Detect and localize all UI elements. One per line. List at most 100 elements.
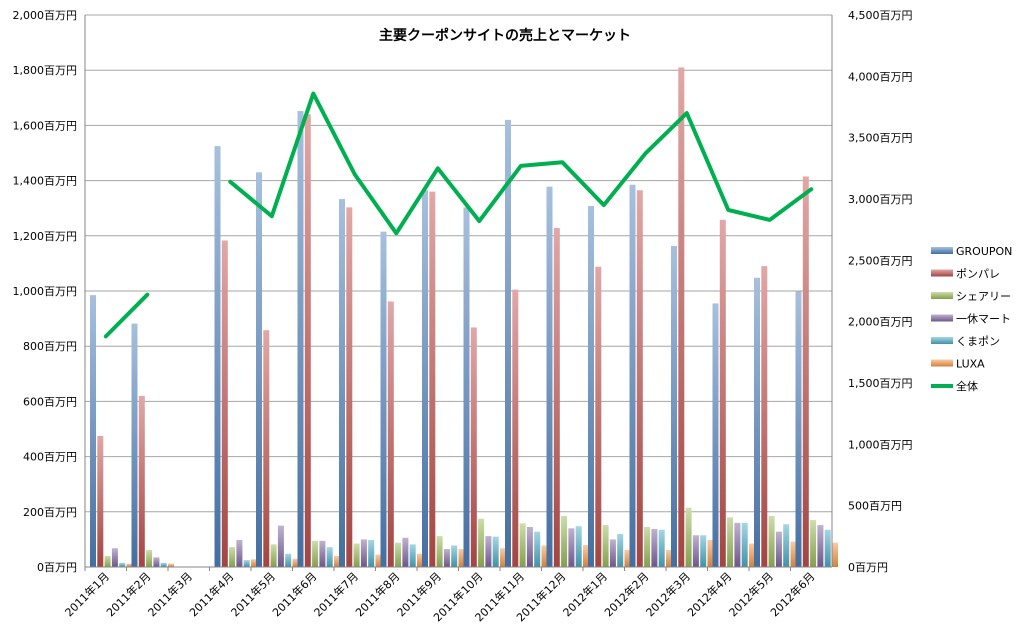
bar-3-18	[810, 520, 817, 567]
legend-label: くまポン	[956, 335, 1000, 348]
bar-4-17	[775, 531, 782, 567]
bar-5-4	[243, 560, 250, 567]
y-left-tick-label: 1,800百万円	[13, 64, 78, 77]
legend-label: GROUPON	[956, 245, 1012, 258]
y-right-tick-label: 1,000百万円	[848, 438, 913, 451]
bar-5-6	[326, 547, 333, 567]
bar-1-13	[588, 205, 594, 567]
bar-3-8	[395, 542, 402, 567]
bar-5-7	[368, 539, 375, 567]
legend-label: LUXA	[956, 358, 985, 371]
bar-5-15	[700, 535, 707, 567]
legend-swatch	[931, 359, 953, 367]
bar-6-5	[292, 558, 299, 567]
bar-2-14	[636, 190, 643, 567]
bar-5-12	[575, 526, 582, 567]
bar-6-7	[375, 554, 382, 567]
bar-2-13	[595, 266, 602, 567]
legend-label: 全体	[956, 379, 978, 393]
bar-4-1	[111, 548, 118, 567]
bar-1-12	[546, 186, 553, 567]
y-right-tick-label: 2,500百万円	[848, 254, 913, 267]
bar-6-8	[417, 553, 423, 567]
bar-2-10	[470, 327, 477, 567]
legend-label: ポンパレ	[956, 268, 1000, 281]
bar-2-12	[553, 228, 560, 567]
y-left-tick-label: 200百万円	[23, 506, 77, 519]
legend-swatch	[931, 269, 953, 277]
y-right-tick-label: 3,000百万円	[848, 193, 913, 206]
bar-5-17	[783, 524, 790, 567]
bar-3-4	[229, 547, 236, 567]
bar-1-7	[339, 199, 345, 568]
y-left-tick-label: 1,400百万円	[13, 175, 78, 188]
bar-2-4	[221, 240, 228, 567]
bar-1-1	[90, 295, 96, 567]
bar-3-16	[727, 517, 734, 567]
bar-3-5	[270, 544, 277, 567]
bar-3-9	[436, 536, 443, 567]
line-series-1	[228, 91, 814, 236]
y-right-tick-label: 3,500百万円	[848, 132, 913, 145]
y-right-tick-label: 4,000百万円	[848, 70, 913, 83]
y-right-tick-label: 0百万円	[848, 561, 888, 574]
bar-6-14	[666, 549, 672, 567]
bar-1-18	[795, 291, 802, 567]
legend-swatch	[931, 292, 953, 299]
bar-1-15	[671, 246, 677, 567]
bar-3-17	[768, 515, 775, 567]
y-left-tick-label: 1,000百万円	[13, 285, 78, 298]
y-left-tick-label: 800百万円	[23, 340, 77, 353]
bar-3-2	[146, 549, 153, 567]
bar-4-10	[485, 536, 492, 567]
bar-6-4	[251, 559, 257, 567]
bar-1-9	[422, 190, 428, 567]
bar-4-2	[153, 557, 160, 567]
bar-4-7	[360, 539, 367, 567]
bar-5-2	[160, 562, 167, 567]
bar-6-9	[458, 549, 465, 567]
bar-4-16	[734, 522, 741, 567]
bar-4-6	[319, 540, 326, 567]
bar-4-9	[443, 549, 450, 567]
bar-6-13	[624, 549, 631, 567]
bar-1-8	[380, 231, 387, 567]
bar-4-8	[402, 537, 409, 567]
bar-4-18	[817, 525, 824, 567]
bar-1-5	[256, 172, 262, 567]
bar-5-9	[451, 545, 458, 567]
bar-6-17	[790, 541, 797, 567]
bar-2-16	[719, 219, 726, 568]
bar-3-11	[519, 523, 526, 567]
bar-2-5	[263, 330, 270, 567]
y-right-tick-label: 1,500百万円	[848, 377, 913, 390]
bar-6-15	[707, 539, 714, 567]
bar-4-5	[277, 525, 284, 567]
bar-1-16	[712, 303, 719, 567]
bar-4-13	[609, 539, 616, 567]
grid-layer	[85, 14, 832, 568]
y-right-tick-label: 2,000百万円	[848, 316, 913, 329]
bar-6-12	[583, 544, 589, 567]
line-layer	[103, 91, 814, 339]
x-tick-label: 2012年6月	[767, 569, 817, 619]
bar-1-10	[463, 207, 470, 567]
y-left-tick-label: 600百万円	[23, 395, 77, 408]
bar-6-18	[832, 542, 838, 567]
bar-5-14	[658, 529, 665, 567]
bar-5-18	[824, 529, 831, 567]
y-left-tick-label: 1,600百万円	[13, 119, 78, 132]
legend-swatch	[931, 247, 953, 254]
bar-1-14	[629, 184, 636, 568]
bar-2-15	[678, 67, 685, 567]
legend-label: 一休マート	[956, 313, 1011, 326]
bar-3-1	[104, 555, 111, 567]
bar-4-15	[692, 535, 699, 567]
bar-5-11	[534, 531, 541, 567]
bar-6-10	[500, 548, 506, 567]
bar-3-15	[685, 507, 692, 567]
bar-1-17	[754, 277, 760, 567]
bar-2-7	[346, 207, 353, 567]
